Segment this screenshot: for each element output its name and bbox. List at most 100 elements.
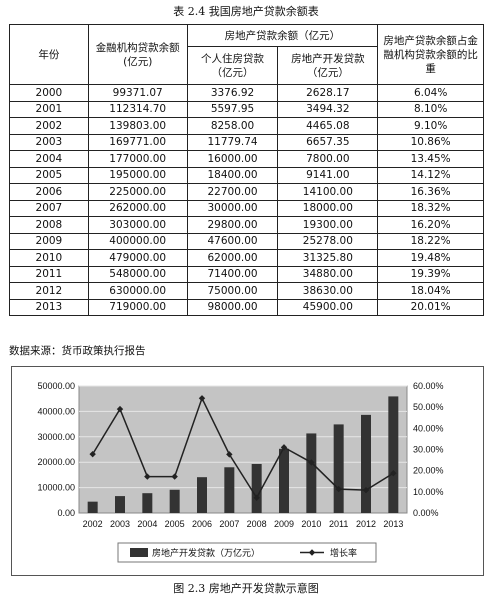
table-cell: 195000.00	[87, 166, 188, 184]
table-row: 2002 139803.00 8258.00 4465.08 9.10%	[9, 117, 484, 135]
table-cell: 7800.00	[277, 150, 379, 168]
table-row: 2008 303000.00 29800.00 19300.00 16.20%	[9, 216, 484, 234]
header-total-loans: 金融机构贷款余额(亿元)	[87, 24, 188, 85]
table-row: 2006 225000.00 22700.00 14100.00 16.36%	[9, 183, 484, 201]
table-cell: 19.48%	[377, 249, 484, 267]
developer-loan-chart: 0.00 10000.00 20000.00 30000.00 40000.00 5000…	[11, 366, 484, 576]
header-developer-loans: 房地产开发贷款（亿元）	[277, 46, 379, 85]
right-tick-label: 60.00%	[413, 381, 444, 391]
table-cell: 5597.95	[186, 100, 279, 118]
table-cell: 2006	[9, 183, 89, 201]
table-cell: 18000.00	[277, 199, 379, 217]
x-tick-label: 2003	[110, 519, 130, 529]
table-cell: 262000.00	[87, 199, 188, 217]
bar	[251, 463, 262, 513]
bar	[115, 496, 125, 513]
table-cell: 6.04%	[377, 84, 484, 102]
x-tick-label: 2002	[83, 519, 103, 529]
table-row: 2009 400000.00 47600.00 25278.00 18.22%	[9, 232, 484, 250]
table-cell: 13.45%	[377, 150, 484, 168]
bar	[361, 414, 371, 513]
line-point	[171, 473, 178, 480]
line-point	[253, 494, 260, 501]
table-cell: 45900.00	[277, 298, 379, 316]
table-cell: 2009	[9, 232, 89, 250]
x-tick-label: 2012	[356, 519, 376, 529]
table-cell: 2008	[9, 216, 89, 234]
table-cell: 16.36%	[377, 183, 484, 201]
right-tick-label: 30.00%	[413, 445, 444, 455]
table-cell: 2012	[9, 282, 89, 300]
table-cell: 169771.00	[87, 133, 188, 151]
x-tick-label: 2013	[383, 519, 403, 529]
bar	[142, 493, 153, 513]
table-cell: 548000.00	[87, 265, 188, 283]
line-point	[362, 486, 370, 494]
table-cell: 19.39%	[377, 265, 484, 283]
bar	[279, 448, 289, 513]
table-cell: 479000.00	[87, 249, 188, 267]
line-point	[89, 450, 96, 458]
table-cell: 18400.00	[186, 166, 279, 184]
table-cell: 2013	[9, 298, 89, 316]
x-tick-label: 2005	[165, 519, 185, 529]
table-cell: 3376.92	[186, 84, 279, 102]
table-cell: 22700.00	[186, 183, 279, 201]
table-cell: 25278.00	[277, 232, 379, 250]
table-row: 2004 177000.00 16000.00 7800.00 13.45%	[9, 150, 484, 168]
chart-svg: 0.00 10000.00 20000.00 30000.00 40000.00 5000…	[37, 381, 444, 563]
table-cell: 225000.00	[87, 183, 188, 201]
right-tick-label: 40.00%	[413, 423, 444, 433]
table-cell: 8258.00	[186, 117, 279, 135]
header-ratio: 房地产贷款余额占金融机构贷款余额的比重	[377, 24, 484, 85]
table-cell: 10.86%	[377, 133, 484, 151]
table-cell: 29800.00	[186, 216, 279, 234]
bar	[388, 396, 399, 513]
legend-line-marker	[308, 549, 316, 556]
legend-box	[117, 542, 377, 563]
legend-line-label: 增长率	[330, 547, 357, 558]
loan-balance-table: 年份 金融机构贷款余额(亿元) 房地产贷款余额（亿元） 房地产贷款余额占金融机构…	[9, 24, 484, 316]
table-cell: 2010	[9, 249, 89, 267]
table-row: 2001 112314.70 5597.95 3494.32 8.10%	[9, 100, 484, 118]
x-tick-label: 2006	[192, 519, 212, 529]
table-cell: 2000	[9, 84, 89, 102]
table-cell: 4465.08	[277, 117, 379, 135]
bar	[224, 467, 235, 513]
table-cell: 2001	[9, 100, 89, 118]
header-real-estate-group: 房地产贷款余额（亿元）	[186, 24, 379, 47]
table-cell: 38630.00	[277, 282, 379, 300]
growth-rate-line	[92, 396, 394, 500]
bar	[306, 433, 317, 513]
table-row: 2013 719000.00 98000.00 45900.00 20.01%	[9, 298, 484, 316]
table-cell: 20.01%	[377, 298, 484, 316]
table-cell: 2628.17	[277, 84, 379, 102]
bar	[333, 424, 344, 513]
table-row: 2007 262000.00 30000.00 18000.00 18.32%	[9, 199, 484, 217]
plot-area	[78, 385, 408, 514]
table-cell: 3494.32	[277, 100, 379, 118]
header-year: 年份	[9, 24, 89, 85]
table-cell: 34880.00	[277, 265, 379, 283]
table-cell: 18.32%	[377, 199, 484, 217]
table-cell: 16.20%	[377, 216, 484, 234]
line-point	[335, 485, 342, 493]
table-cell: 8.10%	[377, 100, 484, 118]
left-tick-label: 20000.00	[37, 457, 75, 467]
line-point	[226, 451, 233, 458]
line-point	[116, 405, 124, 413]
legend-bar-label: 房地产开发贷款（万亿元）	[152, 547, 260, 558]
table-row: 2011 548000.00 71400.00 34880.00 19.39%	[9, 265, 484, 283]
legend-bar-swatch	[130, 548, 148, 557]
right-tick-label: 20.00%	[413, 466, 444, 476]
table-cell: 14100.00	[277, 183, 379, 201]
left-tick-label: 40000.00	[37, 406, 75, 416]
table-cell: 31325.80	[277, 249, 379, 267]
table-cell: 719000.00	[87, 298, 188, 316]
line-point	[144, 473, 151, 480]
table-row: 2005 195000.00 18400.00 9141.00 14.12%	[9, 166, 484, 184]
table-cell: 47600.00	[186, 232, 279, 250]
line-point	[280, 444, 288, 451]
bar	[87, 501, 98, 513]
table-cell: 2003	[9, 133, 89, 151]
